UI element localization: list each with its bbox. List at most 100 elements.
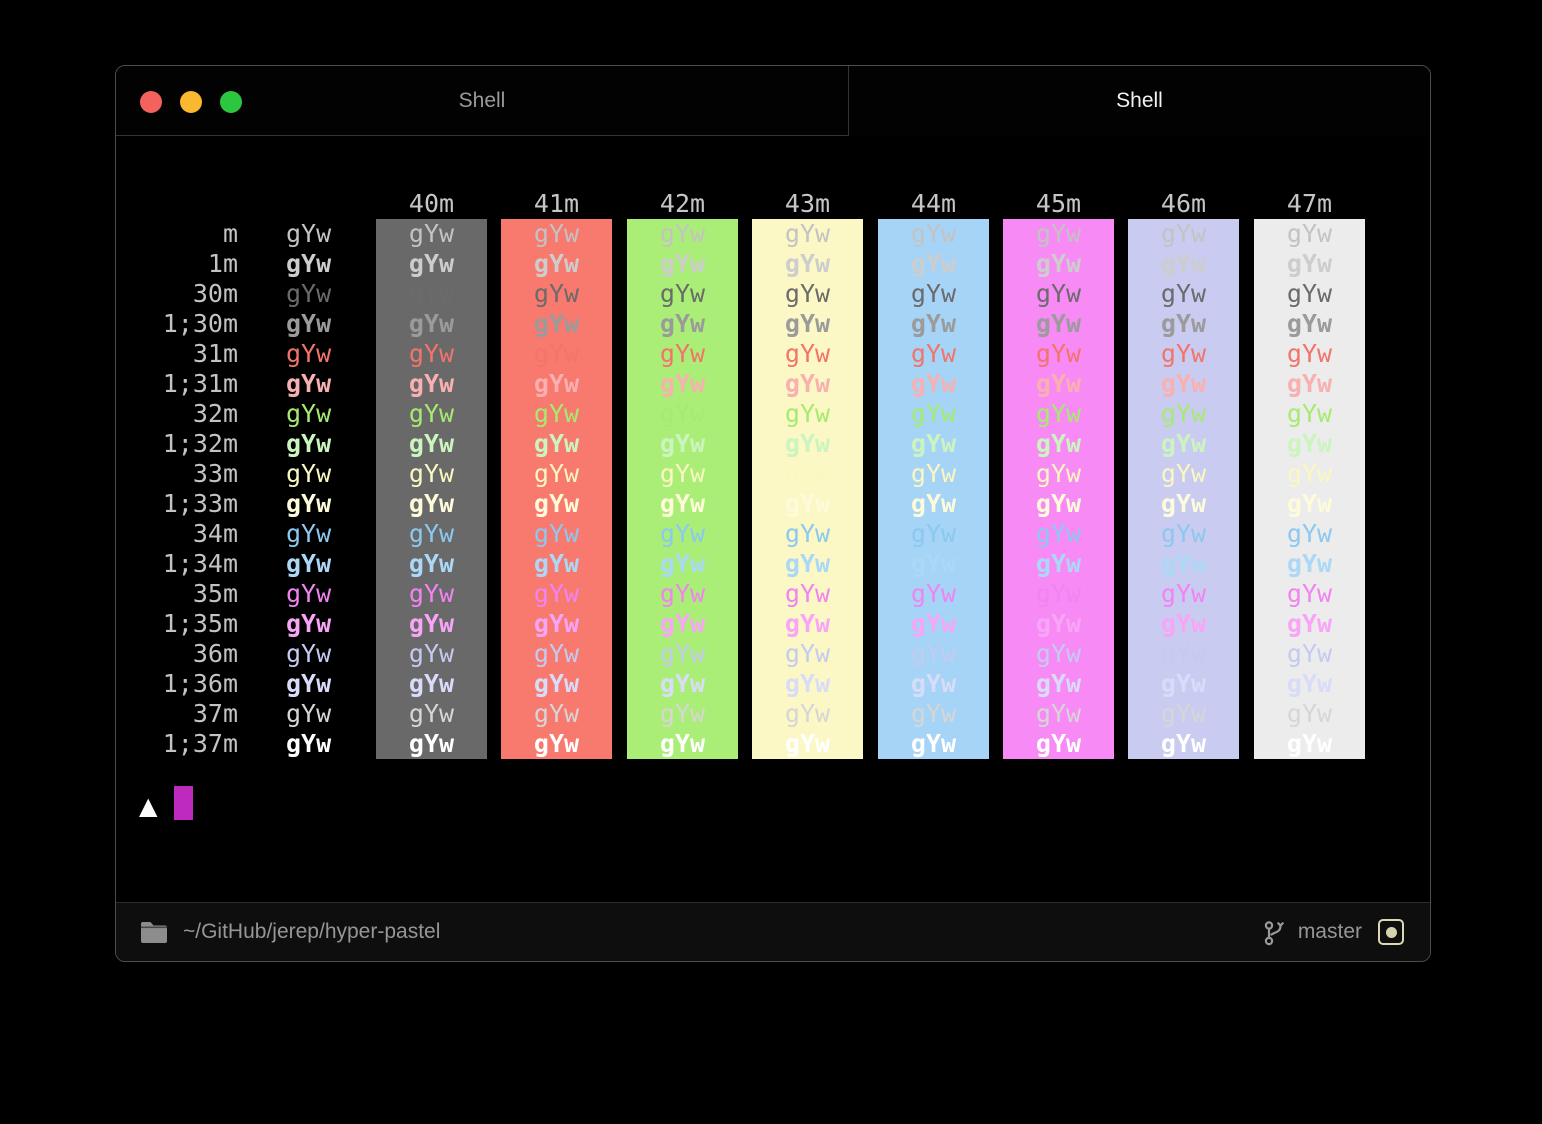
color-cell-plain: gYw	[286, 699, 332, 728]
color-cell: gYw	[533, 459, 580, 488]
row-label: m	[222, 219, 238, 248]
git-dirty-indicator[interactable]	[1378, 919, 1404, 945]
color-cell: gYw	[408, 729, 455, 758]
color-cell: gYw	[1035, 279, 1082, 308]
color-cell: gYw	[910, 639, 957, 668]
color-cell: gYw	[1035, 549, 1082, 578]
row-label: 1;31m	[162, 369, 238, 398]
color-cell: gYw	[784, 309, 831, 338]
color-cell: gYw	[1035, 639, 1082, 668]
color-cell: gYw	[910, 519, 957, 548]
color-cell: gYw	[408, 579, 455, 608]
color-cell-plain: gYw	[286, 549, 332, 578]
bg-column-47m	[1254, 219, 1365, 759]
color-cell: gYw	[659, 579, 706, 608]
color-cell-plain: gYw	[286, 609, 332, 638]
color-cell: gYw	[1160, 609, 1207, 638]
color-cell: gYw	[659, 549, 706, 578]
color-cell: gYw	[1160, 459, 1207, 488]
color-cell: gYw	[659, 609, 706, 638]
color-cell: gYw	[784, 459, 831, 488]
color-cell: gYw	[659, 339, 706, 368]
color-cell: gYw	[1035, 489, 1082, 518]
color-cell: gYw	[910, 549, 957, 578]
color-cell: gYw	[533, 219, 580, 248]
maximize-button[interactable]	[220, 91, 242, 113]
color-cell: gYw	[408, 429, 455, 458]
row-label: 33m	[192, 459, 238, 488]
color-cell: gYw	[784, 639, 831, 668]
close-button[interactable]	[140, 91, 162, 113]
color-cell-plain: gYw	[286, 429, 332, 458]
tab-shell-active[interactable]: Shell	[849, 66, 1430, 136]
color-cell: gYw	[910, 699, 957, 728]
color-cell: gYw	[659, 279, 706, 308]
bg-column-41m	[501, 219, 612, 759]
git-dirty-dot	[1385, 926, 1397, 938]
row-label: 35m	[192, 579, 238, 608]
traffic-lights	[140, 91, 242, 113]
column-header: 43m	[784, 189, 831, 218]
color-cell: gYw	[1035, 579, 1082, 608]
color-cell: gYw	[533, 309, 580, 338]
color-cell: gYw	[910, 219, 957, 248]
color-cell: gYw	[910, 249, 957, 278]
color-cell: gYw	[1035, 399, 1082, 428]
color-cell: gYw	[408, 609, 455, 638]
row-label: 1m	[207, 249, 238, 278]
color-cell: gYw	[1160, 339, 1207, 368]
color-cell: gYw	[1286, 219, 1333, 248]
column-header: 41m	[533, 189, 580, 218]
color-cell: gYw	[533, 669, 580, 698]
cwd-path[interactable]: ~/GitHub/jerep/hyper-pastel	[183, 920, 441, 943]
color-cell: gYw	[659, 729, 706, 758]
color-cell-plain: gYw	[286, 639, 332, 668]
minimize-button[interactable]	[180, 91, 202, 113]
color-cell: gYw	[533, 699, 580, 728]
folder-icon[interactable]	[139, 920, 169, 945]
row-label: 1;35m	[162, 609, 238, 638]
color-cell: gYw	[408, 309, 455, 338]
terminal-content[interactable]: 40m 41m 42m 43m 44m 45m 46m 47m m gYw gYw gYw gYw gYw…	[116, 136, 1430, 902]
color-cell: gYw	[659, 429, 706, 458]
color-cell: gYw	[784, 609, 831, 638]
color-cell-plain: gYw	[286, 579, 332, 608]
tab-label: Shell	[458, 88, 506, 112]
column-header: 46m	[1160, 189, 1207, 218]
color-cell: gYw	[1035, 699, 1082, 728]
color-cell: gYw	[1035, 309, 1082, 338]
git-branch-name[interactable]: master	[1297, 920, 1362, 943]
color-cell: gYw	[533, 399, 580, 428]
color-cell-plain: gYw	[286, 459, 332, 488]
color-cell: gYw	[533, 729, 580, 758]
color-cell-plain: gYw	[286, 369, 332, 398]
color-cell: gYw	[784, 669, 831, 698]
color-cell: gYw	[910, 339, 957, 368]
color-cell: gYw	[659, 459, 706, 488]
color-cell: gYw	[1035, 669, 1082, 698]
color-cell: gYw	[1160, 669, 1207, 698]
terminal-cursor	[174, 786, 193, 820]
bg-column-42m	[627, 219, 738, 759]
bg-column-45m	[1003, 219, 1114, 759]
column-header: 44m	[910, 189, 957, 218]
color-cell: gYw	[910, 429, 957, 458]
color-cell: gYw	[1286, 399, 1333, 428]
color-cell: gYw	[910, 279, 957, 308]
color-cell: gYw	[1160, 519, 1207, 548]
color-cell: gYw	[910, 669, 957, 698]
tab-shell-inactive[interactable]: Shell	[116, 66, 849, 136]
color-cell: gYw	[533, 519, 580, 548]
row-label: 36m	[192, 639, 238, 668]
color-cell: gYw	[1286, 249, 1333, 278]
color-cell: gYw	[1160, 729, 1207, 758]
tab-bar: Shell Shell	[116, 66, 1430, 136]
row-label: 1;36m	[162, 669, 238, 698]
color-cell: gYw	[910, 309, 957, 338]
color-cell: gYw	[1160, 249, 1207, 278]
color-cell: gYw	[533, 369, 580, 398]
color-cell: gYw	[910, 609, 957, 638]
color-cell: gYw	[659, 519, 706, 548]
color-cell: gYw	[1286, 459, 1333, 488]
